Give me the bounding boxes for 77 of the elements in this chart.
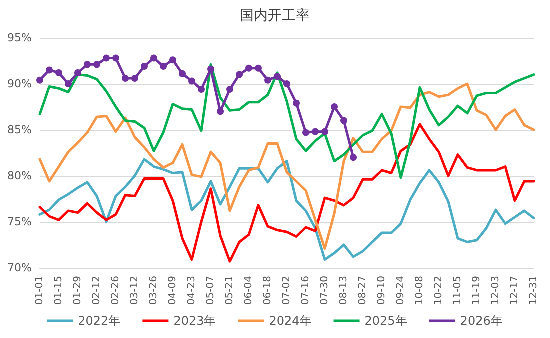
x-tick-label: 01-29 <box>72 276 84 306</box>
x-tick-label: 04-23 <box>186 276 198 306</box>
x-tick-label: 11-19 <box>472 276 482 306</box>
point <box>274 73 281 80</box>
x-tick-label: 05-07 <box>206 276 216 306</box>
line-series <box>38 63 536 180</box>
x-tick-label: 01-01 <box>34 276 46 306</box>
x-tick-label: 11-05 <box>452 276 464 306</box>
point <box>255 64 262 72</box>
line-series <box>38 82 536 250</box>
x-tick-label: 12-03 <box>490 276 502 306</box>
x-tick-label: 07-16 <box>300 276 312 306</box>
point <box>65 80 72 88</box>
x-tick-label: 09-10 <box>376 276 388 306</box>
point <box>198 86 205 94</box>
point <box>302 129 310 136</box>
legend-label: 2025年 <box>364 314 408 328</box>
point <box>236 71 243 78</box>
point <box>56 69 62 76</box>
point <box>150 54 158 62</box>
x-tick-label: 08-27 <box>358 276 368 306</box>
point <box>94 61 100 68</box>
legend-label: 2022年 <box>78 314 121 328</box>
x-tick-label: 07-02 <box>282 276 292 306</box>
chart-title: 国内开工率 <box>240 8 310 24</box>
x-tick-label: 03-12 <box>130 276 140 306</box>
y-tick-label: 80% <box>8 170 32 182</box>
x-tick-label: 05-21 <box>224 276 236 306</box>
point <box>179 70 186 78</box>
y-tick-label: 70% <box>8 262 32 274</box>
point <box>160 63 167 70</box>
x-tick-label: 03-26 <box>148 276 160 306</box>
point <box>103 54 110 62</box>
x-tick-label: 02-12 <box>92 276 102 306</box>
point <box>132 74 138 82</box>
point <box>36 76 44 84</box>
x-tick-label: 06-04 <box>244 276 254 306</box>
y-tick-label: 85% <box>8 124 32 136</box>
point <box>246 64 252 72</box>
point <box>84 61 91 68</box>
x-tick-label: 07-30 <box>320 276 330 306</box>
x-tick-label: 06-18 <box>262 276 274 306</box>
x-tick-label: 02-26 <box>110 276 122 306</box>
legend-label: 2026年 <box>460 314 503 328</box>
point <box>122 74 129 82</box>
point <box>208 66 214 73</box>
point <box>264 76 272 84</box>
point <box>284 80 290 88</box>
y-tick-label: 95% <box>8 32 32 44</box>
line-series <box>38 158 536 261</box>
point <box>331 104 338 110</box>
x-tick-label: 10-22 <box>434 276 444 306</box>
x-tick-label: 12-17 <box>510 276 520 306</box>
point <box>46 66 53 74</box>
point <box>350 154 357 162</box>
point <box>141 63 148 70</box>
x-tick-label: 09-24 <box>396 276 406 306</box>
point <box>322 128 328 136</box>
y-tick-label: 90% <box>8 78 32 90</box>
point <box>226 86 234 94</box>
x-tick-label: 12-31 <box>528 276 540 306</box>
point <box>74 69 82 76</box>
legend-label: 2023年 <box>174 314 216 328</box>
point <box>112 54 120 62</box>
point <box>170 56 176 64</box>
x-tick-label: 04-09 <box>168 276 178 306</box>
point <box>217 108 224 116</box>
line-series <box>38 123 536 263</box>
legend-label: 2024年 <box>269 314 312 328</box>
point <box>340 117 348 124</box>
x-tick-label: 08-13 <box>338 276 350 306</box>
x-tick-label: 01-15 <box>54 276 64 306</box>
y-tick-label: 75% <box>8 216 32 228</box>
point <box>188 78 196 85</box>
point <box>312 128 319 136</box>
x-tick-label: 10-08 <box>414 276 426 306</box>
point <box>293 100 300 107</box>
